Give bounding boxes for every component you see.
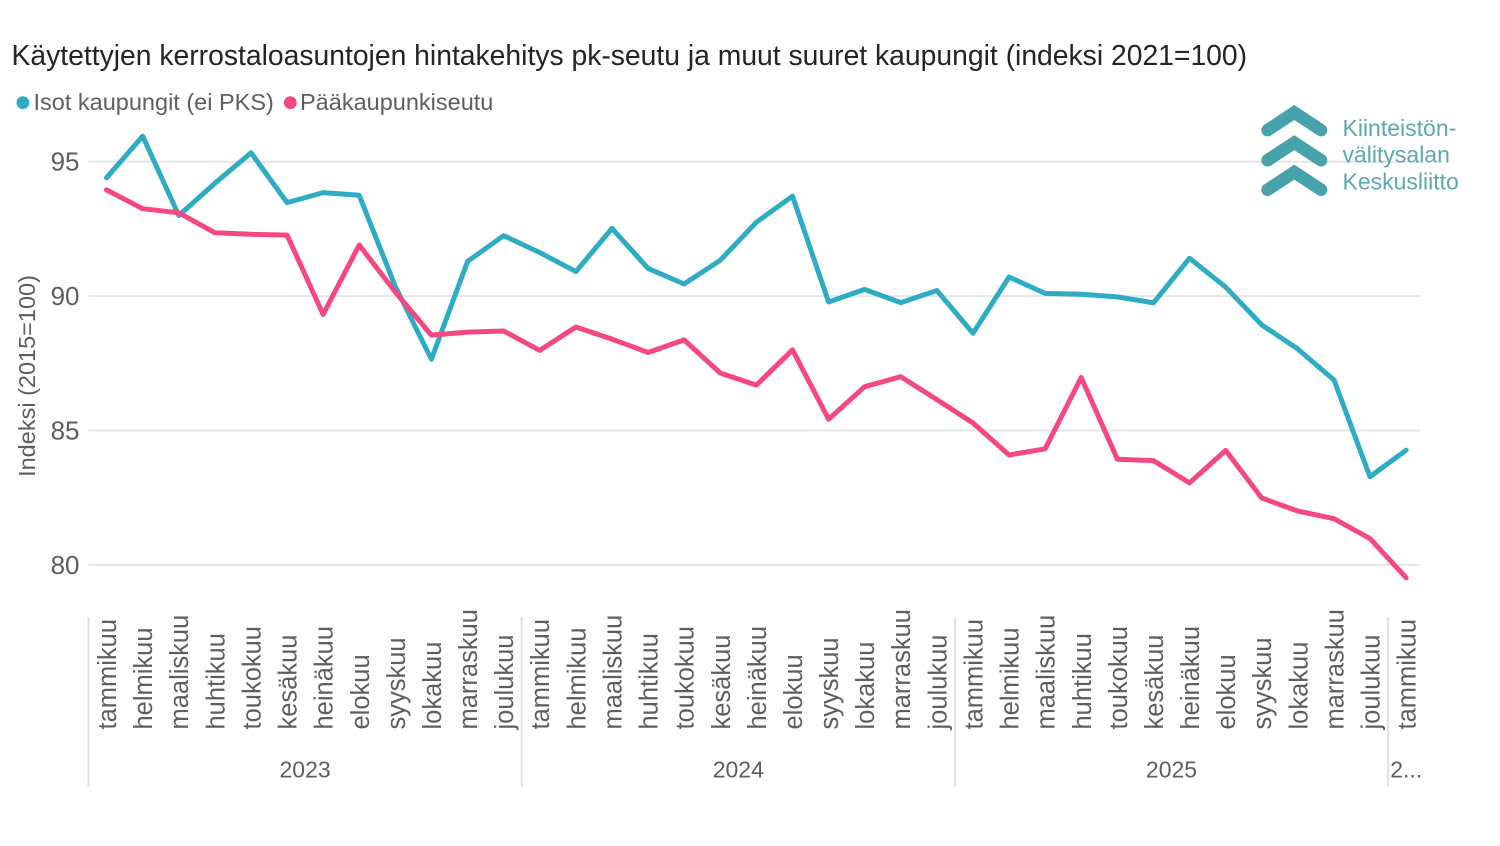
svg-text:Käytettyjen kerrostaloasuntoje: Käytettyjen kerrostaloasuntojen hintakeh… — [12, 39, 1248, 71]
svg-text:95: 95 — [51, 147, 80, 177]
svg-text:huhtikuu: huhtikuu — [202, 633, 230, 729]
svg-text:80: 80 — [51, 550, 80, 580]
svg-text:syyskuu: syyskuu — [1249, 637, 1277, 729]
svg-text:2024: 2024 — [713, 757, 764, 783]
svg-text:elokuu: elokuu — [347, 654, 375, 729]
svg-text:kesäkuu: kesäkuu — [708, 635, 736, 730]
svg-text:lokakuu: lokakuu — [1285, 642, 1313, 730]
svg-text:Pääkaupunkiseutu: Pääkaupunkiseutu — [300, 89, 493, 115]
svg-text:90: 90 — [51, 281, 80, 311]
svg-text:kesäkuu: kesäkuu — [275, 635, 303, 730]
svg-text:välitysalan: välitysalan — [1343, 142, 1450, 168]
svg-text:heinäkuu: heinäkuu — [744, 626, 772, 730]
svg-text:Isot kaupungit (ei PKS): Isot kaupungit (ei PKS) — [34, 89, 274, 115]
svg-text:helmikuu: helmikuu — [997, 627, 1025, 729]
svg-text:tammikuu: tammikuu — [1394, 619, 1422, 730]
svg-text:lokakuu: lokakuu — [852, 642, 880, 730]
svg-text:huhtikuu: huhtikuu — [1069, 633, 1097, 729]
svg-text:huhtikuu: huhtikuu — [636, 633, 664, 729]
svg-text:heinäkuu: heinäkuu — [1177, 626, 1205, 730]
svg-text:marraskuu: marraskuu — [1322, 609, 1350, 729]
svg-text:maaliskuu: maaliskuu — [600, 615, 628, 730]
svg-text:syyskuu: syyskuu — [816, 637, 844, 729]
svg-text:toukokuu: toukokuu — [1105, 626, 1133, 730]
svg-text:marraskuu: marraskuu — [888, 609, 916, 729]
svg-text:elokuu: elokuu — [780, 654, 808, 729]
svg-text:2025: 2025 — [1146, 757, 1197, 783]
svg-text:Kiinteistön-: Kiinteistön- — [1343, 115, 1457, 141]
svg-text:Indeksi (2015=100): Indeksi (2015=100) — [14, 275, 40, 477]
svg-text:85: 85 — [51, 415, 80, 445]
svg-text:joulukuu: joulukuu — [924, 635, 952, 731]
svg-text:heinäkuu: heinäkuu — [311, 626, 339, 730]
svg-text:toukokuu: toukokuu — [239, 626, 267, 730]
svg-text:maaliskuu: maaliskuu — [166, 615, 194, 730]
svg-text:lokakuu: lokakuu — [419, 642, 447, 730]
svg-text:2023: 2023 — [280, 757, 331, 783]
svg-text:helmikuu: helmikuu — [563, 627, 591, 729]
svg-text:joulukuu: joulukuu — [1358, 635, 1386, 731]
svg-text:marraskuu: marraskuu — [455, 609, 483, 729]
svg-text:tammikuu: tammikuu — [94, 619, 122, 730]
svg-text:kesäkuu: kesäkuu — [1141, 635, 1169, 730]
svg-text:helmikuu: helmikuu — [130, 627, 158, 729]
svg-text:syyskuu: syyskuu — [383, 637, 411, 729]
svg-text:tammikuu: tammikuu — [527, 619, 555, 730]
svg-text:tammikuu: tammikuu — [961, 619, 989, 730]
svg-text:2...: 2... — [1390, 757, 1422, 783]
svg-text:Keskusliitto: Keskusliitto — [1343, 169, 1459, 195]
svg-text:joulukuu: joulukuu — [491, 635, 519, 731]
svg-text:maaliskuu: maaliskuu — [1033, 615, 1061, 730]
svg-text:elokuu: elokuu — [1213, 654, 1241, 729]
svg-text:toukokuu: toukokuu — [672, 626, 700, 730]
